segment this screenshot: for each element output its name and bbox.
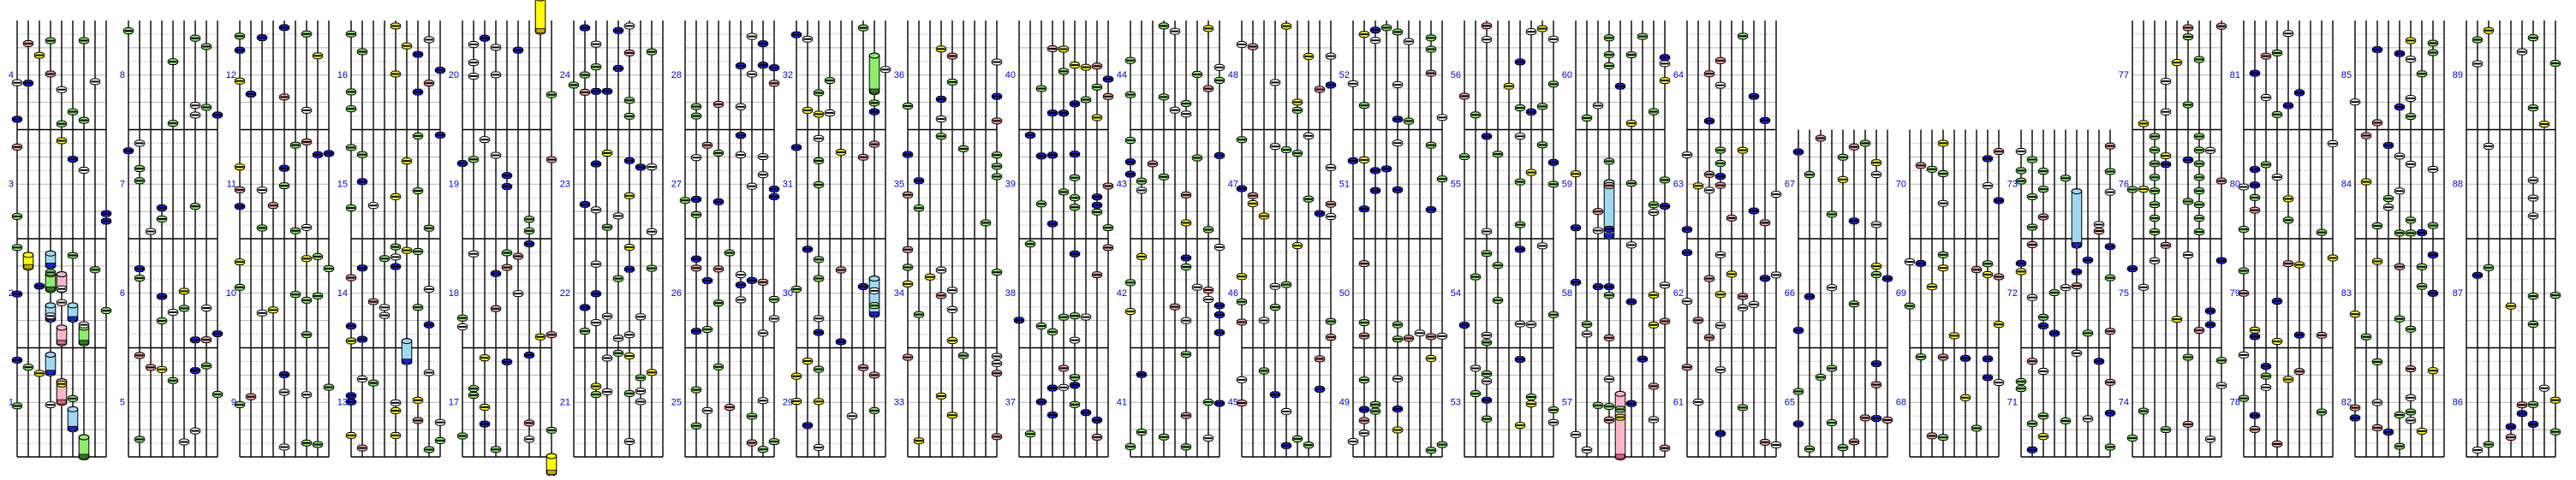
svg-text:55: 55 (1451, 179, 1461, 189)
svg-text:3: 3 (9, 179, 14, 189)
svg-text:87: 87 (2453, 288, 2463, 299)
svg-text:84: 84 (2341, 179, 2352, 189)
svg-text:33: 33 (894, 397, 904, 407)
svg-text:86: 86 (2453, 397, 2463, 407)
svg-text:80: 80 (2230, 179, 2240, 189)
svg-text:41: 41 (1117, 397, 1127, 407)
svg-text:35: 35 (894, 179, 904, 189)
svg-text:59: 59 (1562, 179, 1572, 189)
svg-text:64: 64 (1673, 70, 1684, 80)
svg-text:2: 2 (9, 288, 14, 299)
svg-text:12: 12 (226, 70, 236, 80)
svg-text:29: 29 (783, 397, 793, 407)
svg-text:75: 75 (2119, 288, 2129, 299)
svg-text:67: 67 (1785, 179, 1795, 189)
svg-text:44: 44 (1117, 70, 1127, 80)
svg-text:82: 82 (2341, 397, 2352, 407)
svg-text:65: 65 (1785, 397, 1795, 407)
svg-text:76: 76 (2119, 179, 2129, 189)
svg-text:4: 4 (9, 70, 14, 80)
svg-text:51: 51 (1339, 179, 1350, 189)
svg-text:68: 68 (1896, 397, 1906, 407)
svg-text:15: 15 (337, 179, 348, 189)
svg-text:34: 34 (894, 288, 904, 299)
svg-text:42: 42 (1117, 288, 1127, 299)
svg-text:56: 56 (1451, 70, 1461, 80)
svg-text:32: 32 (783, 70, 793, 80)
svg-text:16: 16 (337, 70, 348, 80)
svg-text:66: 66 (1785, 288, 1795, 299)
svg-text:62: 62 (1673, 288, 1684, 299)
svg-text:52: 52 (1339, 70, 1350, 80)
svg-text:36: 36 (894, 70, 904, 80)
svg-text:81: 81 (2230, 70, 2240, 80)
svg-text:5: 5 (120, 397, 125, 407)
svg-text:63: 63 (1673, 179, 1684, 189)
svg-text:23: 23 (560, 179, 570, 189)
svg-text:21: 21 (560, 397, 570, 407)
svg-text:89: 89 (2453, 70, 2463, 80)
svg-text:83: 83 (2341, 288, 2352, 299)
svg-text:13: 13 (337, 397, 348, 407)
svg-text:58: 58 (1562, 288, 1572, 299)
svg-text:8: 8 (120, 70, 125, 80)
svg-text:72: 72 (2007, 288, 2018, 299)
svg-text:70: 70 (1896, 179, 1906, 189)
svg-text:11: 11 (227, 179, 236, 189)
svg-text:22: 22 (560, 288, 570, 299)
svg-text:24: 24 (560, 70, 570, 80)
svg-text:49: 49 (1339, 397, 1350, 407)
svg-text:20: 20 (449, 70, 459, 80)
svg-text:39: 39 (1005, 179, 1016, 189)
svg-text:9: 9 (231, 397, 236, 407)
svg-text:88: 88 (2453, 179, 2463, 189)
svg-text:48: 48 (1228, 70, 1238, 80)
svg-text:17: 17 (449, 397, 459, 407)
svg-text:1: 1 (9, 397, 14, 407)
svg-text:6: 6 (120, 288, 125, 299)
svg-text:40: 40 (1005, 70, 1016, 80)
svg-text:74: 74 (2119, 397, 2129, 407)
svg-text:50: 50 (1339, 288, 1350, 299)
svg-text:47: 47 (1228, 179, 1238, 189)
svg-text:73: 73 (2007, 179, 2018, 189)
svg-text:71: 71 (2007, 397, 2018, 407)
svg-text:26: 26 (671, 288, 682, 299)
svg-text:43: 43 (1117, 179, 1127, 189)
svg-text:14: 14 (337, 288, 348, 299)
svg-text:19: 19 (449, 179, 459, 189)
svg-text:7: 7 (120, 179, 125, 189)
svg-text:45: 45 (1228, 397, 1238, 407)
svg-text:31: 31 (783, 179, 793, 189)
svg-text:57: 57 (1562, 397, 1572, 407)
svg-text:46: 46 (1228, 288, 1238, 299)
svg-text:61: 61 (1673, 397, 1684, 407)
svg-text:28: 28 (671, 70, 682, 80)
svg-text:54: 54 (1451, 288, 1461, 299)
svg-text:69: 69 (1896, 288, 1906, 299)
svg-text:10: 10 (226, 288, 236, 299)
svg-text:25: 25 (671, 397, 682, 407)
svg-text:27: 27 (671, 179, 682, 189)
svg-text:77: 77 (2119, 70, 2129, 80)
svg-text:30: 30 (783, 288, 793, 299)
svg-text:53: 53 (1451, 397, 1461, 407)
svg-text:18: 18 (449, 288, 459, 299)
svg-text:78: 78 (2230, 397, 2240, 407)
svg-text:79: 79 (2230, 288, 2240, 299)
svg-text:85: 85 (2341, 70, 2352, 80)
svg-text:60: 60 (1562, 70, 1572, 80)
svg-text:37: 37 (1005, 397, 1016, 407)
svg-text:38: 38 (1005, 288, 1016, 299)
